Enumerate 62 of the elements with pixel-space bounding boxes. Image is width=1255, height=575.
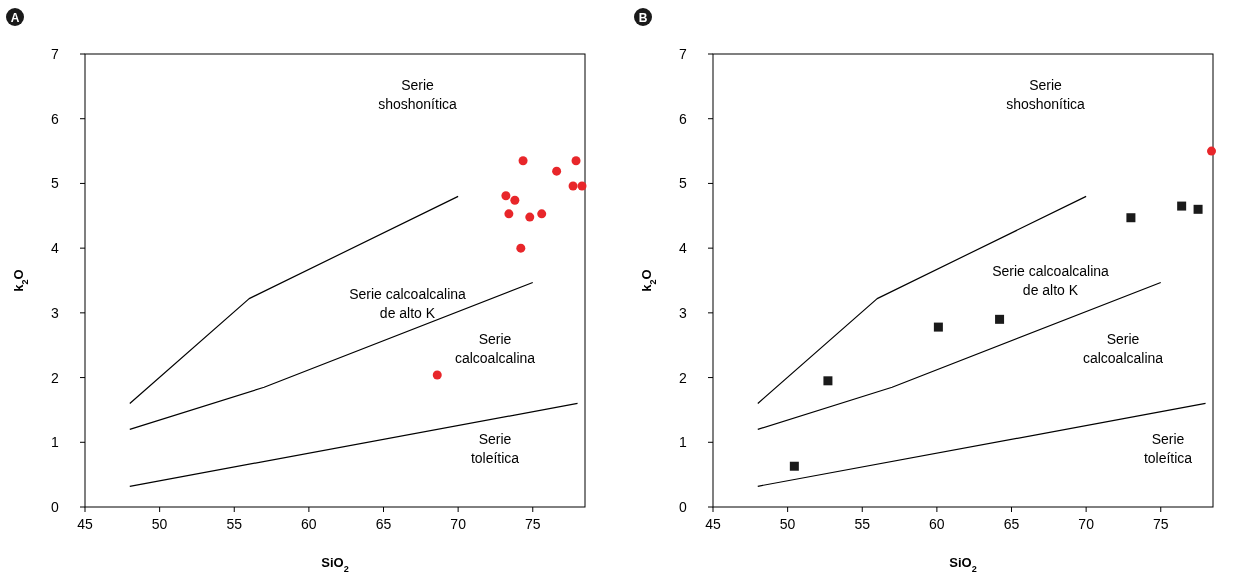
x-tick-label: 75: [524, 516, 541, 532]
point: [995, 314, 1005, 324]
x-tick-label: 50: [779, 516, 796, 532]
x-tick-label: 45: [77, 516, 93, 532]
point: [1207, 146, 1217, 156]
point: [552, 166, 562, 176]
y-tick-label: 4: [51, 240, 60, 257]
point: [537, 209, 547, 219]
y-tick-label: 2: [679, 369, 688, 386]
point: [525, 212, 535, 222]
point: [789, 461, 799, 471]
point: [571, 156, 581, 166]
point: [577, 181, 587, 191]
x-tick-label: 65: [375, 516, 392, 532]
y-tick-label: 4: [679, 240, 688, 257]
annotation: Serie calcoalcalina: [454, 330, 536, 366]
x-axis-title: SiO$_{2}$: [321, 555, 349, 574]
point: [518, 156, 528, 166]
y-tick-label: 3: [679, 304, 688, 321]
y-tick-label: 6: [51, 110, 60, 127]
x-tick-label: 60: [929, 516, 945, 532]
annotation: Serie toleítica: [1143, 430, 1193, 466]
x-tick-label: 55: [854, 516, 871, 532]
y-tick-label: 7: [51, 46, 60, 62]
y-tick-label: 0: [679, 499, 688, 515]
y-tick-label: 0: [51, 499, 60, 515]
x-tick-label: 65: [1003, 516, 1020, 532]
chart-title: A: [10, 10, 20, 25]
x-axis-title: SiO$_{2}$: [949, 555, 977, 574]
x-tick-label: 75: [1152, 516, 1169, 532]
point: [1193, 204, 1203, 214]
annotation: Serie calcoalcalina de alto K: [349, 285, 467, 321]
point: [1126, 213, 1136, 223]
point: [823, 376, 833, 386]
annotation: Serie calcoalcalina de alto K: [992, 262, 1110, 298]
point: [568, 181, 578, 191]
x-tick-label: 45: [705, 516, 721, 532]
y-tick-label: 5: [679, 175, 688, 192]
x-tick-label: 70: [1078, 516, 1095, 532]
y-tick-label: 5: [51, 175, 60, 192]
y-tick-label: 2: [51, 369, 60, 386]
point: [1177, 201, 1187, 211]
y-tick-label: 6: [679, 110, 688, 127]
y-tick-label: 7: [679, 46, 688, 62]
point: [432, 370, 442, 380]
chart-title: B: [638, 10, 648, 25]
point: [516, 243, 526, 253]
annotation: Serie calcoalcalina: [1082, 330, 1164, 366]
x-tick-label: 55: [226, 516, 243, 532]
y-tick-label: 1: [679, 434, 688, 451]
y-tick-label: 3: [51, 304, 60, 321]
point: [504, 209, 514, 219]
point: [501, 191, 511, 201]
annotation: Serie shoshonítica: [378, 77, 458, 113]
point: [510, 195, 520, 205]
x-tick-label: 60: [301, 516, 317, 532]
y-tick-label: 1: [51, 434, 60, 451]
annotation: Serie shoshonítica: [1006, 77, 1086, 113]
point: [933, 322, 943, 332]
x-tick-label: 50: [151, 516, 168, 532]
x-tick-label: 70: [450, 516, 467, 532]
annotation: Serie toleítica: [470, 430, 520, 466]
